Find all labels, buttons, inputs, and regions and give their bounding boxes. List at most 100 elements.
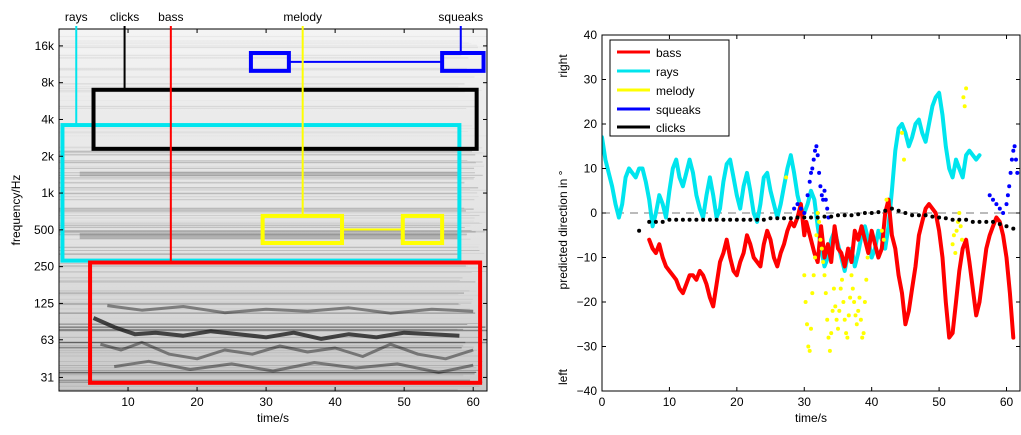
- legend-box: [609, 39, 730, 137]
- squeaks-label: squeaks: [438, 10, 483, 24]
- squeaks-point: [991, 197, 995, 202]
- y-tick-label: 63: [41, 333, 55, 347]
- y-top-end-label: right: [556, 54, 570, 78]
- melody-point: [818, 237, 823, 242]
- squeaks-point: [807, 179, 812, 184]
- melody-point: [962, 104, 967, 109]
- clicks-point: [862, 211, 867, 215]
- spectrogram-panel: 10 20 30 40 50 60 31 63 125 250 500 1k 2k 4k 8k 16k ray…: [9, 10, 488, 425]
- squeaks-point: [1001, 211, 1006, 215]
- y-tick-label: 4k: [41, 112, 55, 126]
- x-tick-label: 10: [121, 395, 135, 409]
- clicks-point: [970, 219, 975, 224]
- bass-contour: [107, 304, 474, 315]
- melody-point: [858, 317, 863, 322]
- melody-point: [823, 291, 828, 296]
- melody-point: [853, 313, 858, 318]
- clicks-point: [964, 217, 969, 222]
- clicks-point: [815, 215, 820, 220]
- squeaks-point: [825, 206, 830, 211]
- clicks-point: [930, 214, 935, 219]
- clicks-point: [741, 217, 746, 222]
- melody-point: [809, 326, 813, 331]
- spectrogram-texture: [59, 36, 487, 391]
- melody-point: [954, 228, 959, 233]
- legend-label-melody: melody: [656, 84, 695, 98]
- melody-point: [841, 300, 846, 304]
- melody-point: [854, 322, 859, 327]
- clicks-point: [714, 217, 719, 222]
- rays-series-line: [602, 90, 982, 273]
- clicks-point: [1011, 226, 1016, 231]
- melody-point: [857, 295, 862, 300]
- clicks-point: [694, 217, 699, 222]
- clicks-point: [755, 217, 760, 222]
- clicks-point: [788, 216, 793, 221]
- x-tick-label: 30: [798, 395, 812, 409]
- bass-contour: [92, 316, 460, 341]
- x-tick-label: 60: [467, 395, 481, 409]
- direction-series: [602, 86, 1020, 353]
- bass-contour: [99, 340, 474, 361]
- melody-point: [879, 228, 884, 233]
- clicks-point: [923, 213, 928, 218]
- clicks-point: [1004, 224, 1009, 229]
- clicks-point: [876, 210, 881, 215]
- clicks-point: [728, 217, 733, 222]
- melody-point: [900, 130, 904, 135]
- melody-point: [960, 237, 964, 242]
- melody-point: [861, 331, 866, 336]
- squeaks-point: [805, 193, 810, 198]
- y-tick-label: 31: [41, 370, 55, 384]
- squeaks-point: [1014, 157, 1018, 162]
- melody-point: [815, 211, 820, 215]
- melody-point: [838, 286, 843, 291]
- y-tick-label: 30: [584, 73, 598, 87]
- x-tick-label: 10: [663, 395, 677, 409]
- bass-box: [88, 260, 483, 385]
- clicks-point: [782, 216, 786, 221]
- legend-label-clicks: clicks: [656, 121, 685, 135]
- left-x-label: time/s: [257, 411, 289, 425]
- melody-point: [831, 286, 836, 291]
- melody-point: [805, 322, 809, 327]
- squeaks-point: [818, 184, 823, 189]
- squeaks-point: [987, 193, 992, 198]
- x-tick-label: 50: [932, 395, 946, 409]
- right-y-label: predicted direction in °: [556, 170, 570, 289]
- melody-point: [834, 317, 839, 322]
- clicks-point: [883, 208, 888, 213]
- squeaks-point: [811, 157, 816, 162]
- bass-series-line: [647, 197, 1016, 340]
- melody-point: [837, 308, 842, 313]
- y-tick-label: 125: [34, 296, 54, 310]
- clicks-point: [674, 217, 679, 222]
- spectrogram-ticks: 10 20 30 40 50 60 31 63 125 250 500 1k 2k 4k 8k 16k: [34, 29, 487, 409]
- melody-point: [884, 197, 889, 202]
- left-y-label: frequency/Hz: [9, 175, 23, 246]
- squeaks-point: [802, 211, 807, 215]
- y-tick-label: 10: [584, 162, 598, 176]
- squeaks-point: [1009, 157, 1014, 162]
- melody-point: [825, 317, 830, 322]
- melody-point: [840, 277, 844, 282]
- legend-label-rays: rays: [656, 65, 679, 79]
- y-tick-label: −30: [577, 340, 598, 354]
- clicks-point: [707, 217, 712, 222]
- squeaks-point: [795, 202, 800, 207]
- melody-point: [826, 335, 831, 340]
- melody-point: [842, 317, 847, 322]
- right-x-label: time/s: [795, 411, 827, 425]
- melody-point: [951, 233, 956, 238]
- clicks-point: [701, 217, 706, 222]
- y-tick-label: −20: [577, 295, 598, 309]
- clicks-point: [829, 214, 834, 219]
- clicks-point: [637, 228, 642, 233]
- melody-point: [814, 233, 819, 238]
- melody-point: [848, 295, 853, 300]
- y-tick-label: −10: [577, 251, 598, 265]
- clicks-point: [748, 217, 753, 222]
- melody-point: [865, 255, 870, 260]
- y-tick-label: −40: [577, 384, 598, 398]
- melody-point: [827, 348, 832, 353]
